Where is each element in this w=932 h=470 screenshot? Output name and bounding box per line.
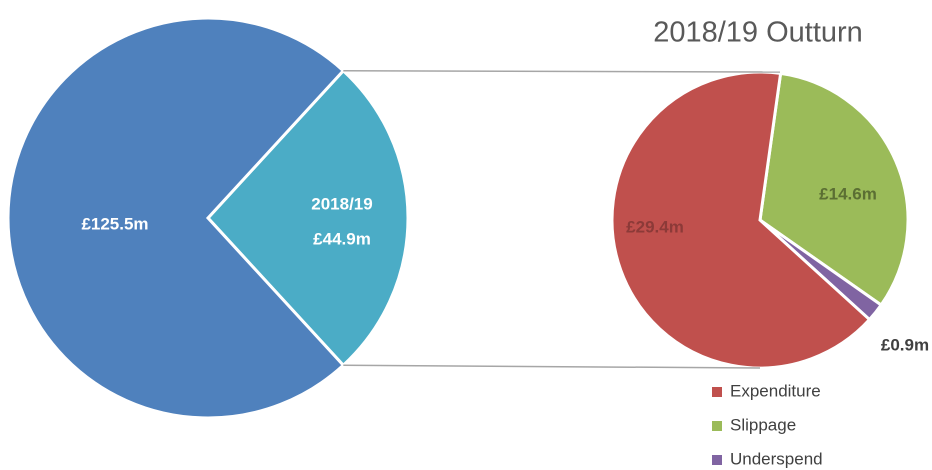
data-label: £125.5m — [81, 214, 148, 233]
data-label: £29.4m — [626, 217, 684, 236]
legend-swatch — [712, 421, 722, 431]
data-label: £44.9m — [313, 229, 371, 248]
pie-slice — [610, 70, 872, 370]
connector-line — [343, 364, 761, 369]
legend-label: Expenditure — [730, 381, 821, 400]
legend-swatch — [712, 455, 722, 465]
data-label: £14.6m — [819, 184, 877, 203]
legend-swatch — [712, 387, 722, 397]
pie-slice — [205, 68, 410, 368]
category-label: 2018/19 — [311, 194, 372, 213]
data-label: £0.9m — [881, 335, 929, 354]
chart-title: 2018/19 Outturn — [653, 17, 863, 49]
legend-label: Underspend — [730, 449, 823, 468]
connector-line — [343, 69, 781, 73]
pie-slice — [758, 71, 910, 308]
legend-label: Slippage — [730, 415, 796, 434]
pie-slice — [6, 16, 346, 420]
